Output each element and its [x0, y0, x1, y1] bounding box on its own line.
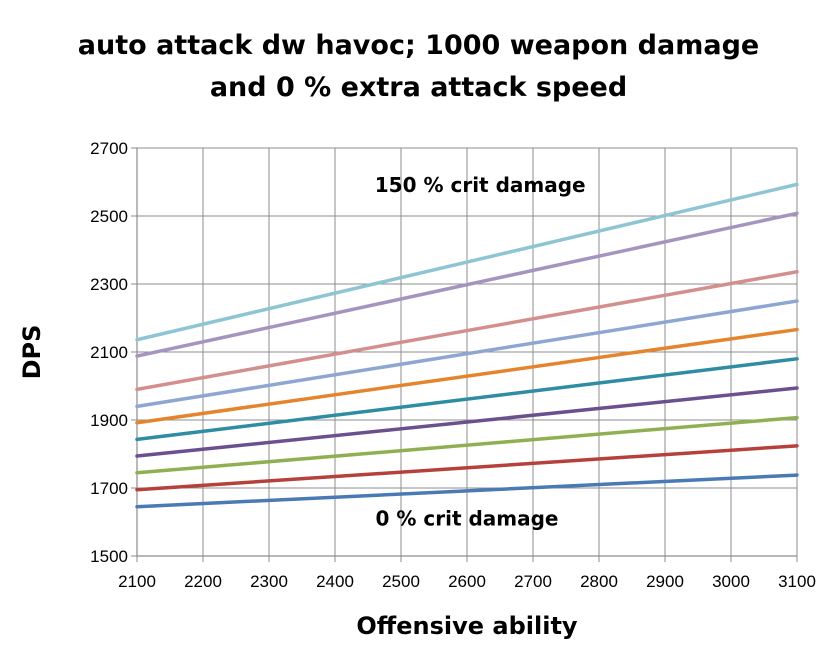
x-tick-label: 3000: [712, 572, 750, 591]
y-tick-label: 1900: [90, 411, 128, 430]
x-axis-label: Offensive ability: [356, 612, 578, 640]
tick-labels: 2100 2200 2300 2400 2500 2600 2700 2800 2900 3000…: [90, 139, 816, 591]
series-line-6: [135, 327, 799, 425]
x-tick-label: 2300: [250, 572, 288, 591]
x-tick-label: 2900: [646, 572, 684, 591]
series-line-10: [135, 182, 799, 342]
annotation-label: 0 % crit damage: [375, 506, 558, 530]
x-tick-label: 2400: [316, 572, 354, 591]
y-tick-label: 1700: [90, 479, 128, 498]
x-tick-label: 2800: [580, 572, 618, 591]
series-line-9: [135, 211, 799, 358]
y-tick-label: 2300: [90, 275, 128, 294]
series-line-4: [135, 386, 799, 458]
annotations: 150 % crit damage 0 % crit damage: [375, 173, 586, 530]
series-line-5: [135, 357, 799, 442]
y-tick-label: 2500: [90, 207, 128, 226]
y-tick-label: 2700: [90, 139, 128, 158]
series-line-7: [135, 299, 799, 409]
y-tick-label: 1500: [90, 547, 128, 566]
y-tick-label: 2100: [90, 343, 128, 362]
series-line-8: [135, 270, 799, 392]
x-tick-label: 2200: [184, 572, 222, 591]
x-tick-label: 2600: [448, 572, 486, 591]
y-axis-label: DPS: [18, 325, 46, 380]
series-line-3: [135, 415, 799, 475]
x-tick-label: 2700: [514, 572, 552, 591]
series-line-1: [135, 473, 799, 509]
x-tick-label: 3100: [778, 572, 816, 591]
series-lines: [135, 182, 799, 509]
grid-lines: [131, 147, 798, 562]
chart-title-line-2: and 0 % extra attack speed: [209, 72, 628, 103]
annotation-label: 150 % crit damage: [375, 173, 586, 197]
chart-title-line-1: auto attack dw havoc; 1000 weapon damage: [77, 30, 760, 61]
x-tick-label: 2500: [382, 572, 420, 591]
x-tick-label: 2100: [118, 572, 156, 591]
series-line-2: [135, 444, 799, 492]
